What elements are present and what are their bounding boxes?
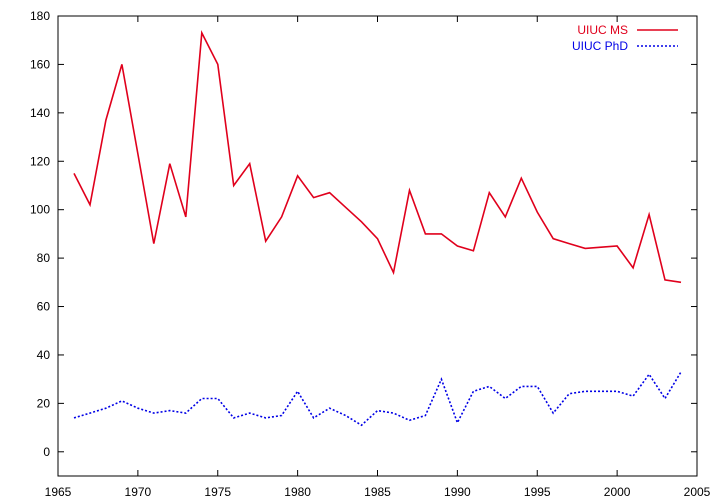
x-tick-label: 1990 bbox=[444, 485, 471, 499]
y-tick-label: 160 bbox=[30, 57, 50, 71]
y-tick-label: 80 bbox=[37, 251, 51, 265]
x-tick-label: 1970 bbox=[125, 485, 152, 499]
y-tick-label: 180 bbox=[30, 9, 50, 23]
series-line-ms bbox=[73, 30, 682, 284]
y-tick-label: 0 bbox=[43, 445, 50, 459]
x-tick-label: 1975 bbox=[204, 485, 231, 499]
legend-label: UIUC MS bbox=[577, 23, 628, 37]
y-tick-label: 40 bbox=[37, 348, 51, 362]
series-line-phd bbox=[73, 371, 682, 427]
y-tick-label: 20 bbox=[37, 396, 51, 410]
x-tick-label: 1985 bbox=[364, 485, 391, 499]
series-lines bbox=[73, 30, 682, 427]
y-tick-label: 140 bbox=[30, 106, 50, 120]
x-tick-label: 1980 bbox=[284, 485, 311, 499]
axes: 1965 1970 1975 1980 1985 1990 1995 2000 2005 0 20 4… bbox=[30, 9, 711, 499]
y-tick-label: 60 bbox=[37, 300, 51, 314]
legend: UIUC MS UIUC PhD bbox=[572, 23, 678, 53]
x-tick-label: 1995 bbox=[524, 485, 551, 499]
x-tick-label: 2005 bbox=[684, 485, 711, 499]
x-tick-label: 2000 bbox=[604, 485, 631, 499]
plot-frame bbox=[57, 15, 698, 477]
legend-label: UIUC PhD bbox=[572, 39, 628, 53]
y-tick-label: 120 bbox=[30, 154, 50, 168]
y-tick-label: 100 bbox=[30, 203, 50, 217]
x-tick-label: 1965 bbox=[45, 485, 72, 499]
